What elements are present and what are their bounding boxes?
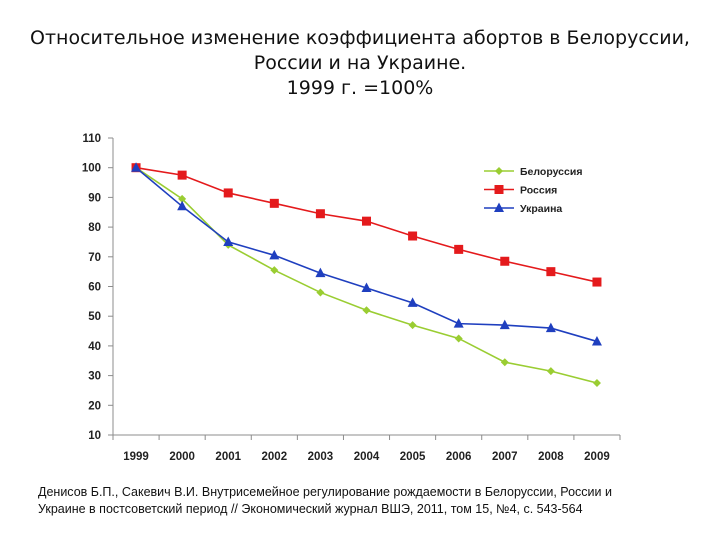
x-tick-label: 2009 <box>584 451 610 463</box>
y-tick-label: 80 <box>88 222 101 234</box>
title-line-3: 1999 г. =100% <box>286 77 434 99</box>
legend: Белоруссия Россия Украина <box>484 166 582 215</box>
data-point <box>454 244 464 254</box>
data-point <box>592 379 601 388</box>
data-point <box>408 231 418 241</box>
data-point <box>362 216 371 226</box>
data-point <box>223 236 234 246</box>
data-point <box>361 282 372 292</box>
source-caption: Денисов Б.П., Сакевич В.И. Внутрисемейно… <box>38 484 698 518</box>
data-point <box>177 170 187 180</box>
data-point <box>408 321 417 330</box>
y-tick-label: 100 <box>82 163 101 175</box>
title-line-1: Относительное изменение коэффициента або… <box>30 27 690 49</box>
x-tick-label: 2000 <box>169 451 195 463</box>
data-point <box>269 198 279 208</box>
data-point <box>454 334 463 343</box>
legend-marker <box>495 167 503 175</box>
x-tick-label: 1999 <box>123 451 149 463</box>
series-2 <box>131 163 602 287</box>
data-point <box>591 335 602 346</box>
y-tick-label: 30 <box>88 371 101 383</box>
data-point <box>131 162 142 172</box>
series-line <box>135 167 598 384</box>
chart-title: Относительное изменение коэффициента або… <box>20 26 700 101</box>
data-point <box>500 358 509 367</box>
x-tick-label: 2007 <box>492 451 518 463</box>
data-point <box>177 200 188 211</box>
series-3 <box>131 162 602 346</box>
x-tick-label: 2002 <box>262 451 288 463</box>
data-point <box>223 188 233 198</box>
legend-marker <box>494 202 504 212</box>
legend-label: Россия <box>520 185 557 197</box>
series-1 <box>132 163 601 388</box>
legend-marker <box>494 185 504 194</box>
data-point <box>500 256 510 266</box>
line-chart: 10 20 30 40 50 60 70 80 90 100 110 1999 2000 2001 2002… <box>82 133 621 463</box>
data-point <box>453 318 464 328</box>
y-tick-label: 90 <box>88 192 101 204</box>
data-point <box>546 367 555 376</box>
data-point <box>270 266 279 275</box>
x-tick-label: 2006 <box>446 451 472 463</box>
y-tick-label: 10 <box>88 430 101 442</box>
y-tick-label: 110 <box>82 133 101 145</box>
data-point <box>546 267 556 277</box>
caption-line-1: Денисов Б.П., Сакевич В.И. Внутрисемейно… <box>38 485 612 499</box>
y-tick-label: 20 <box>88 400 101 412</box>
data-point <box>592 277 602 287</box>
x-tick-label: 2003 <box>308 451 334 463</box>
data-point <box>545 322 556 333</box>
data-point <box>407 297 418 307</box>
caption-line-2: Украине в постсоветский период // Эконом… <box>38 502 583 516</box>
legend-label: Белоруссия <box>520 166 582 178</box>
y-tick-label: 40 <box>88 341 101 353</box>
legend-item: Россия <box>484 185 557 197</box>
legend-label: Украина <box>520 203 562 215</box>
x-tick-label: 2004 <box>354 451 380 463</box>
data-point <box>316 288 325 297</box>
data-point <box>315 209 325 219</box>
data-point <box>269 249 280 260</box>
y-tick-label: 70 <box>88 252 101 264</box>
data-point <box>499 319 510 330</box>
title-line-2: России и на Украине. <box>253 52 467 74</box>
x-tick-label: 2001 <box>215 451 241 463</box>
y-tick-label: 50 <box>88 311 101 323</box>
x-tick-label: 2008 <box>538 451 564 463</box>
data-point <box>178 194 187 203</box>
data-point <box>315 267 326 278</box>
data-point <box>362 306 371 315</box>
legend-item: Украина <box>484 202 562 215</box>
x-tick-label: 2005 <box>400 451 426 463</box>
legend-item: Белоруссия <box>484 166 582 178</box>
y-tick-label: 60 <box>88 282 101 294</box>
